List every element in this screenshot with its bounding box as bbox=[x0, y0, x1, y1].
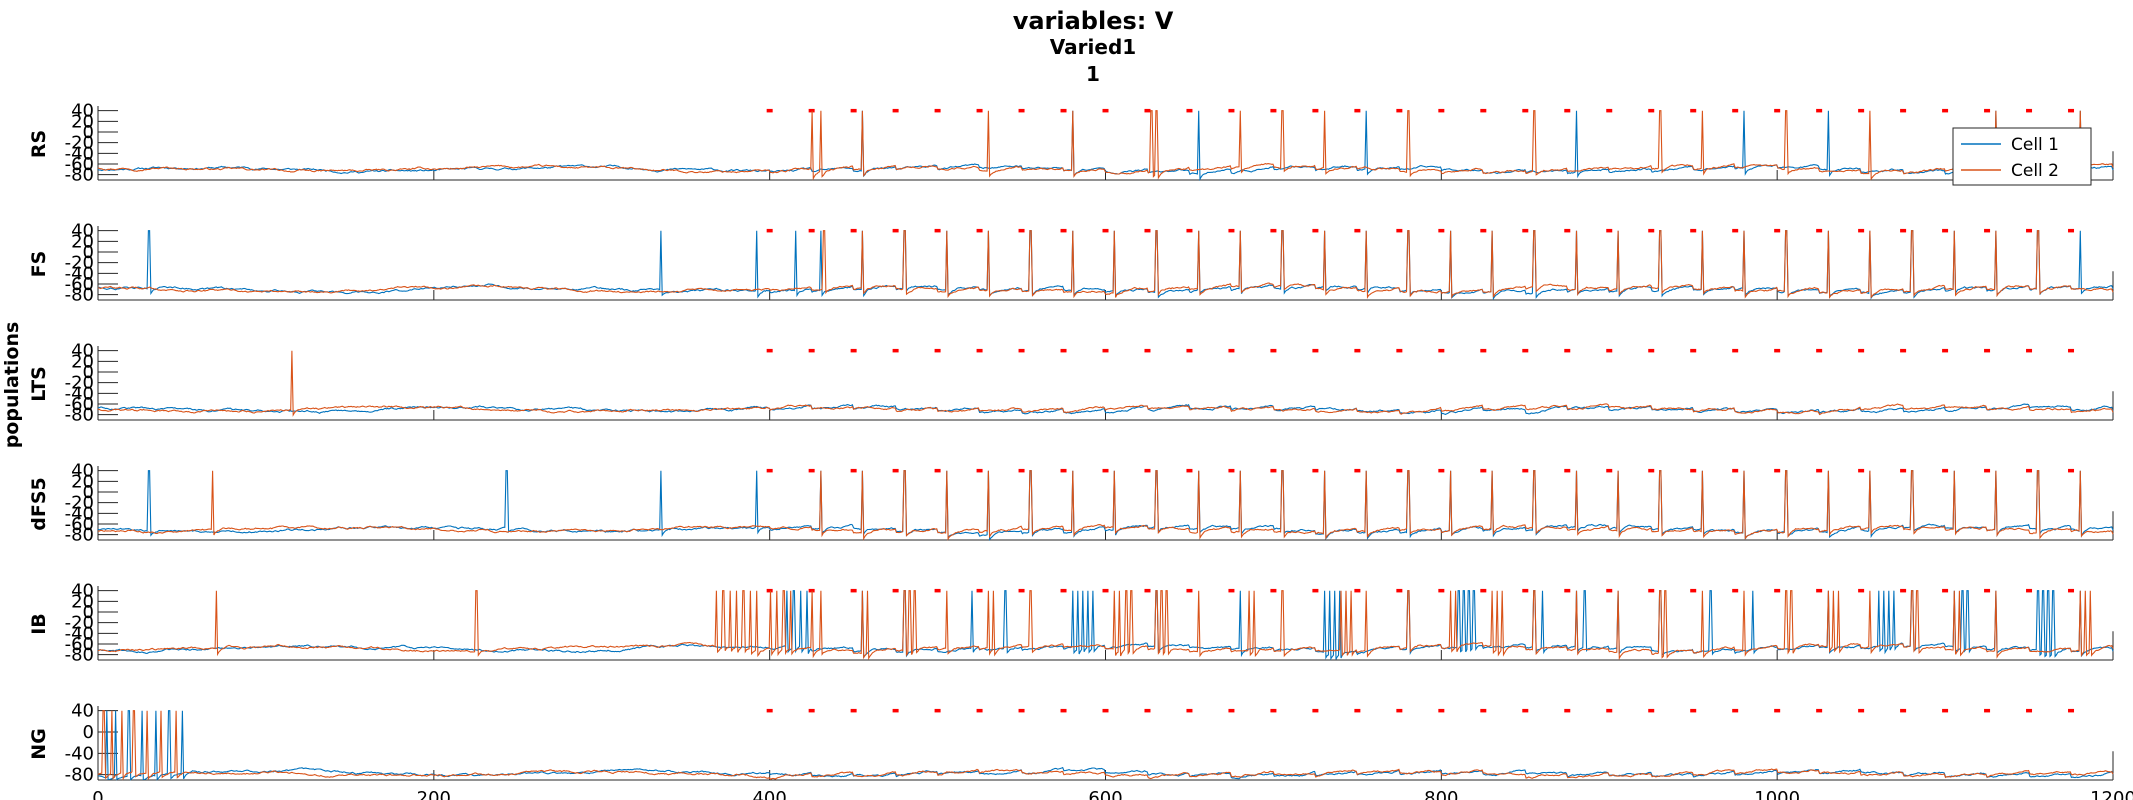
y-tick-label: 20 bbox=[71, 231, 94, 252]
y-tick-label: -60 bbox=[65, 154, 94, 175]
y-tick-label: -60 bbox=[65, 394, 94, 415]
legend-label-cell2: Cell 2 bbox=[2011, 161, 2059, 181]
x-tick-label: 400 bbox=[752, 788, 786, 800]
panel-label-dfs5: dFS5 bbox=[28, 477, 50, 530]
y-tick-label: 0 bbox=[83, 122, 94, 143]
y-tick-label: 20 bbox=[71, 591, 94, 612]
y-tick-label: -80 bbox=[65, 165, 94, 186]
panel-label-ib: IB bbox=[28, 613, 50, 635]
y-tick-label: -80 bbox=[65, 645, 94, 666]
series-line-cell2 bbox=[97, 710, 2114, 781]
y-tick-label: -20 bbox=[65, 373, 94, 394]
y-tick-label: -80 bbox=[65, 285, 94, 306]
x-tick-label: 800 bbox=[1424, 788, 1458, 800]
panels-group: RS40200-20-40-60-80FS40200-20-40-60-80LT… bbox=[28, 101, 2114, 786]
common-ylabel: populations bbox=[1, 322, 23, 449]
legend-label-cell1: Cell 1 bbox=[2011, 135, 2059, 155]
y-tick-label: 20 bbox=[71, 471, 94, 492]
y-tick-label: -40 bbox=[65, 143, 94, 164]
x-tick-label: 600 bbox=[1088, 788, 1122, 800]
series-line-cell2 bbox=[97, 110, 2114, 181]
x-tick-label: 0 bbox=[92, 788, 103, 800]
x-tick-label: 1000 bbox=[1754, 788, 1800, 800]
y-tick-label: -20 bbox=[65, 253, 94, 274]
y-tick-label: -60 bbox=[65, 514, 94, 535]
y-tick-label: 0 bbox=[83, 722, 94, 743]
y-tick-label: -80 bbox=[65, 405, 94, 426]
y-tick-label: 40 bbox=[71, 581, 94, 602]
y-tick-label: 0 bbox=[83, 602, 94, 623]
y-tick-label: -20 bbox=[65, 493, 94, 514]
legend: Cell 1 Cell 2 bbox=[1952, 127, 2092, 186]
series-line-cell1 bbox=[98, 710, 2114, 781]
y-tick-label: 40 bbox=[71, 701, 94, 722]
panel-ng: NG 400-40-80 bbox=[28, 701, 2114, 786]
y-tick-label: -20 bbox=[65, 133, 94, 154]
y-tick-label: 20 bbox=[71, 111, 94, 132]
series-line-cell1 bbox=[97, 470, 2114, 542]
series-line-cell2 bbox=[97, 230, 2114, 300]
panel-label-rs: RS bbox=[28, 130, 50, 158]
y-tick-label: -40 bbox=[65, 623, 94, 644]
y-tick-label: 40 bbox=[71, 221, 94, 242]
y-tick-label: -80 bbox=[65, 765, 94, 786]
y-tick-label: 40 bbox=[71, 101, 94, 122]
x-tick-label: 1200 bbox=[2090, 788, 2133, 800]
y-tick-label: -60 bbox=[65, 634, 94, 655]
y-tick-label: -80 bbox=[65, 525, 94, 546]
series-line-cell2 bbox=[97, 350, 2114, 417]
y-tick-label: -40 bbox=[65, 263, 94, 284]
y-tick-label: 20 bbox=[71, 351, 94, 372]
chart-title: variables: V bbox=[1013, 7, 1174, 35]
series-line-cell2 bbox=[97, 470, 2114, 541]
x-axis: 0 200 400 600 800 1000 1200 bbox=[92, 788, 2133, 800]
y-tick-label: -60 bbox=[65, 274, 94, 295]
chart-subtitle-2: 1 bbox=[1086, 62, 1100, 86]
panel-label-lts: LTS bbox=[28, 366, 50, 402]
y-tick-label: -40 bbox=[65, 503, 94, 524]
y-tick-label: 0 bbox=[83, 362, 94, 383]
legend-box bbox=[1952, 127, 2092, 186]
y-tick-label: 0 bbox=[83, 482, 94, 503]
panel-label-ng: NG bbox=[28, 728, 50, 760]
y-tick-label: -40 bbox=[65, 743, 94, 764]
panel-label-fs: FS bbox=[28, 251, 50, 278]
series-line-cell2 bbox=[97, 590, 2114, 661]
y-tick-label: -40 bbox=[65, 383, 94, 404]
x-tick-label: 200 bbox=[417, 788, 451, 800]
y-tick-label: -20 bbox=[65, 613, 94, 634]
y-tick-label: 40 bbox=[71, 341, 94, 362]
y-tick-label: 40 bbox=[71, 461, 94, 482]
y-tick-label: 0 bbox=[83, 242, 94, 263]
chart-subtitle-1: Varied1 bbox=[1050, 35, 1136, 59]
